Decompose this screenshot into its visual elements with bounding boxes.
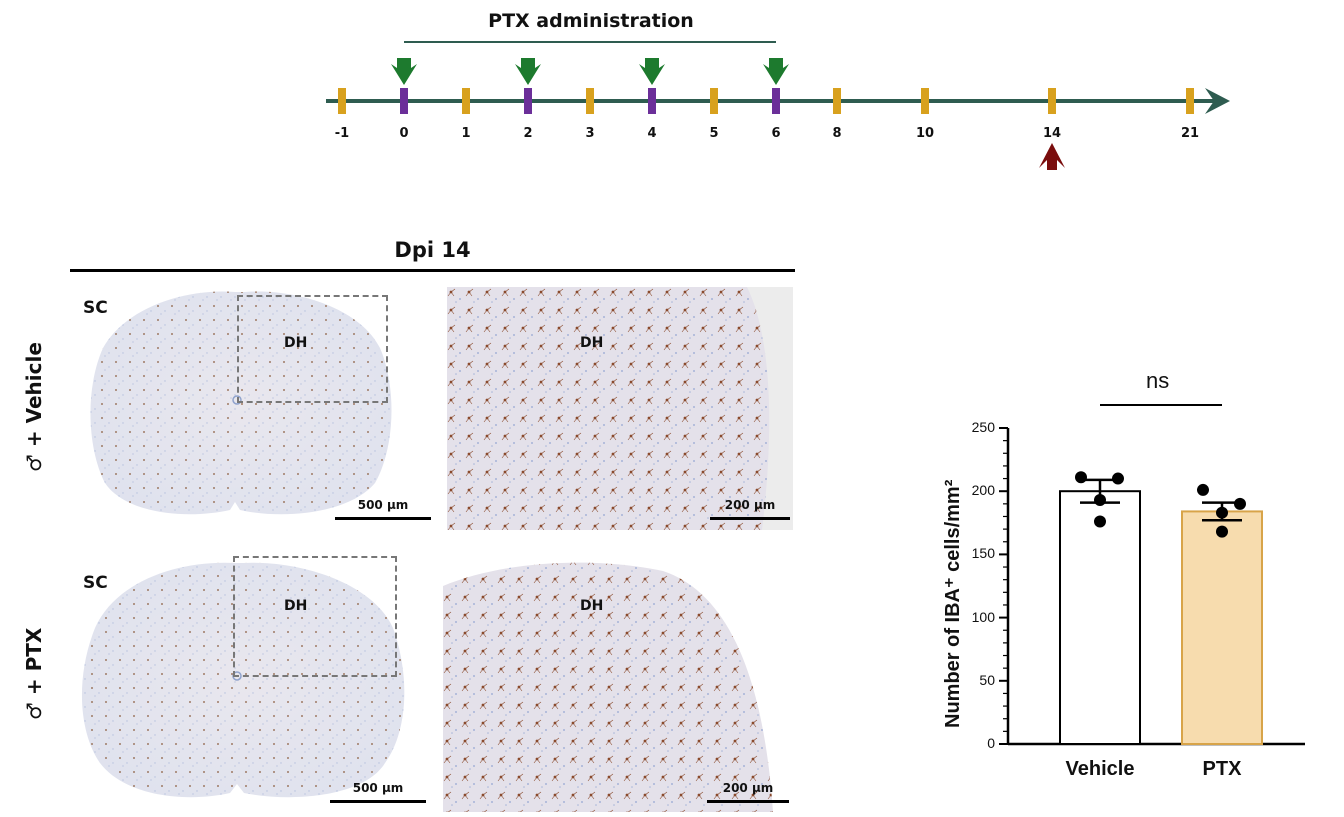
timeline-tick-label: 10 [915, 126, 935, 141]
timeline-tick-day-4 [648, 88, 656, 114]
vehicle-scale-bar-low [335, 517, 431, 520]
data-point-vehicle [1075, 471, 1087, 484]
timeline [326, 41, 1230, 170]
timeline-axis-arrowhead [1205, 88, 1230, 114]
timeline-tick-day-14 [1048, 88, 1056, 114]
dose-arrow-icon [763, 58, 789, 85]
timeline-tick-day-2 [524, 88, 532, 114]
dose-arrow-icon [515, 58, 541, 85]
ptx-scale-bar-high [707, 800, 789, 803]
data-point-ptx [1197, 483, 1209, 496]
timeline-tick-label: 21 [1180, 126, 1200, 141]
ptx-cord-section-image [81, 562, 405, 798]
panel-title-rule [70, 269, 795, 272]
ptx-dh-label-high: DH [580, 598, 604, 614]
ptx-scale-bar-low [330, 800, 426, 803]
vehicle-region-label: SC [83, 298, 108, 318]
y-tick-label: 100 [971, 608, 995, 625]
timeline-tick-day-8 [833, 88, 841, 114]
timeline-tick-day-10 [921, 88, 929, 114]
vehicle-scale-label-high: 200 µm [724, 498, 776, 512]
timeline-tick-label: 4 [647, 126, 657, 141]
sample-arrow-icon [1039, 143, 1065, 170]
data-point-vehicle [1094, 515, 1106, 528]
timeline-tick-label: 0 [399, 126, 409, 141]
bar-vehicle [1059, 490, 1141, 746]
ptx-scale-label-high: 200 µm [722, 781, 774, 795]
y-tick-label: 250 [971, 419, 995, 435]
ptx-roi-box [233, 556, 397, 677]
vehicle-dh-label-high: DH [580, 335, 604, 351]
panel-title: Dpi 14 [394, 238, 471, 262]
timeline-title: PTX administration [488, 10, 694, 32]
data-point-ptx [1216, 506, 1228, 519]
dose-arrow-icon [391, 58, 417, 85]
x-category-label: Vehicle [1065, 758, 1135, 780]
timeline-tick-day-6 [772, 88, 780, 114]
bar-ptx [1181, 510, 1263, 746]
timeline-tick-label: -1 [334, 126, 350, 141]
timeline-tick-day-5 [710, 88, 718, 114]
timeline-tick-label: 2 [523, 126, 533, 141]
timeline-tick-label: 5 [709, 126, 719, 141]
ptx-scale-label-low: 500 µm [352, 781, 404, 795]
significance-label: ns [1146, 368, 1170, 393]
data-point-vehicle [1094, 494, 1106, 507]
ptx-region-label: SC [83, 573, 108, 593]
data-point-ptx [1216, 525, 1228, 538]
vehicle-scale-bar-high [710, 517, 790, 520]
vehicle-roi-box [237, 295, 388, 403]
data-point-vehicle [1112, 472, 1124, 485]
timeline-tick-label: 6 [771, 126, 781, 141]
timeline-tick-day--1 [338, 88, 346, 114]
timeline-tick-day-21 [1186, 88, 1194, 114]
y-tick-label: 0 [987, 735, 995, 751]
vehicle-scale-label-low: 500 µm [357, 498, 409, 512]
vehicle-dh-label-low: DH [284, 335, 308, 351]
y-tick-label: 150 [971, 545, 995, 562]
timeline-tick-label: 1 [461, 126, 471, 141]
data-point-ptx [1234, 497, 1246, 510]
dose-arrow-icon [639, 58, 665, 85]
timeline-tick-day-3 [586, 88, 594, 114]
timeline-tick-day-1 [462, 88, 470, 114]
timeline-tick-label: 8 [832, 126, 842, 141]
y-tick-label: 50 [979, 671, 995, 688]
timeline-tick-label: 3 [585, 126, 595, 141]
timeline-tick-day-0 [400, 88, 408, 114]
y-tick-label: 200 [971, 482, 995, 499]
vehicle-dh-zoom-image [447, 287, 793, 530]
ptx-dh-zoom-image [443, 556, 793, 812]
ptx-dh-label-low: DH [284, 598, 308, 614]
timeline-tick-label: 14 [1042, 126, 1062, 141]
x-category-label: PTX [1202, 758, 1242, 780]
